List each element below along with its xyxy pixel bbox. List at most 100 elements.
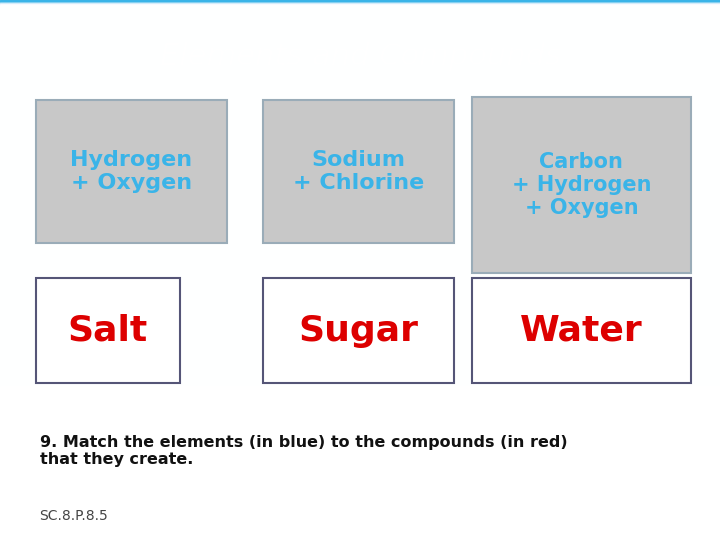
Bar xyxy=(0,5,720,400)
Bar xyxy=(0,3,720,122)
Bar xyxy=(0,5,720,410)
Bar xyxy=(0,4,720,178)
Bar xyxy=(0,4,720,289)
Bar xyxy=(0,4,720,332)
Bar xyxy=(0,4,720,292)
Bar xyxy=(0,5,720,413)
Bar xyxy=(0,4,720,211)
Bar xyxy=(0,4,720,340)
Text: Sugar: Sugar xyxy=(298,314,418,348)
Bar xyxy=(0,5,720,446)
Bar xyxy=(0,4,720,284)
Bar xyxy=(0,3,720,140)
Bar xyxy=(0,5,720,472)
Bar xyxy=(0,3,720,86)
Bar xyxy=(0,3,720,100)
Bar xyxy=(0,5,720,421)
Bar xyxy=(0,4,720,205)
Bar xyxy=(0,4,720,297)
Bar xyxy=(0,3,720,40)
Bar xyxy=(0,4,720,221)
Text: Carbon
+ Hydrogen
+ Oxygen: Carbon + Hydrogen + Oxygen xyxy=(512,152,651,218)
Bar xyxy=(0,4,720,246)
Bar xyxy=(0,3,720,78)
Bar xyxy=(0,4,720,200)
Bar xyxy=(0,5,720,486)
Bar xyxy=(0,3,720,146)
Bar xyxy=(0,4,720,362)
Bar xyxy=(0,3,720,127)
Bar xyxy=(0,5,720,435)
Bar xyxy=(0,4,720,370)
Bar xyxy=(0,3,720,65)
Bar xyxy=(0,4,720,213)
Bar xyxy=(0,3,720,81)
Bar xyxy=(0,5,720,405)
Bar xyxy=(0,5,720,464)
Bar xyxy=(0,3,720,97)
Text: Sodium
+ Chlorine: Sodium + Chlorine xyxy=(292,150,424,193)
Bar xyxy=(0,3,720,89)
Bar xyxy=(0,3,720,76)
Bar xyxy=(0,3,720,38)
Bar xyxy=(0,4,720,194)
Bar xyxy=(0,5,720,440)
Bar xyxy=(0,3,720,113)
Bar xyxy=(0,5,720,437)
Bar xyxy=(0,4,720,202)
Bar xyxy=(0,3,720,159)
Bar xyxy=(0,5,720,462)
Bar xyxy=(0,4,720,181)
Bar xyxy=(0,4,720,230)
Bar xyxy=(0,4,720,300)
Bar xyxy=(0,3,720,11)
Text: SC.8.P.8.5: SC.8.P.8.5 xyxy=(40,509,108,523)
Bar xyxy=(0,5,720,489)
Bar xyxy=(0,3,720,151)
Bar xyxy=(0,3,720,92)
Bar xyxy=(0,5,720,459)
Bar xyxy=(0,4,720,367)
Bar xyxy=(0,4,720,343)
Bar xyxy=(0,5,720,448)
Bar xyxy=(0,4,720,338)
Bar xyxy=(0,3,720,108)
Bar xyxy=(0,4,720,197)
Bar xyxy=(0,5,720,427)
Bar xyxy=(0,4,720,270)
Bar xyxy=(0,3,720,73)
Bar xyxy=(0,4,720,251)
Bar xyxy=(0,3,720,14)
Bar xyxy=(0,4,720,346)
Bar xyxy=(0,5,720,389)
Bar xyxy=(0,3,720,157)
FancyBboxPatch shape xyxy=(263,100,454,243)
Bar xyxy=(0,4,720,265)
Bar xyxy=(0,4,720,319)
Bar xyxy=(0,5,720,383)
Bar xyxy=(0,4,720,275)
Bar xyxy=(0,4,720,176)
Bar xyxy=(0,4,720,316)
Bar xyxy=(0,5,720,408)
Bar xyxy=(0,3,720,94)
Bar xyxy=(0,4,720,329)
Bar xyxy=(0,3,720,103)
FancyBboxPatch shape xyxy=(36,100,227,243)
Bar xyxy=(0,3,720,130)
Bar xyxy=(0,3,720,30)
Text: Water: Water xyxy=(520,314,643,348)
Bar xyxy=(0,5,720,429)
Bar xyxy=(0,4,720,286)
Bar xyxy=(0,4,720,302)
Bar xyxy=(0,4,720,364)
Bar xyxy=(0,4,720,313)
Bar xyxy=(0,4,720,243)
Bar xyxy=(0,3,720,143)
Bar xyxy=(0,4,720,219)
Bar xyxy=(0,3,720,35)
Bar xyxy=(0,4,720,305)
Bar xyxy=(0,4,720,327)
Bar xyxy=(0,3,720,138)
Bar xyxy=(0,4,720,267)
